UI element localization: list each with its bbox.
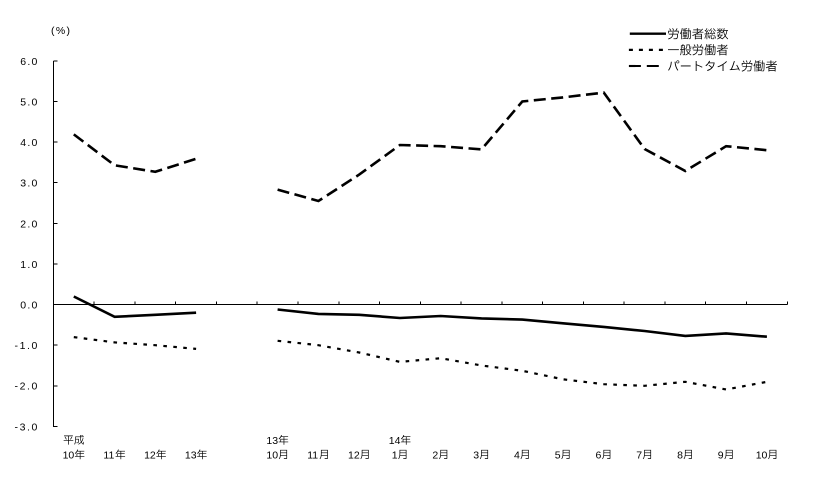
svg-text:7: 7 xyxy=(636,449,642,461)
svg-text:4.0: 4.0 xyxy=(20,137,37,149)
svg-text:10: 10 xyxy=(756,449,768,461)
svg-text:1.0: 1.0 xyxy=(20,259,37,271)
svg-text:9: 9 xyxy=(718,449,724,461)
svg-text:12: 12 xyxy=(144,449,156,461)
svg-text:10: 10 xyxy=(266,449,278,461)
svg-text:(%): (%) xyxy=(51,25,70,37)
svg-text:10: 10 xyxy=(63,449,75,461)
svg-text:6: 6 xyxy=(596,449,602,461)
svg-text:14: 14 xyxy=(389,435,401,447)
svg-text:5.0: 5.0 xyxy=(20,96,37,108)
svg-text:8: 8 xyxy=(677,449,683,461)
svg-text:2: 2 xyxy=(432,449,438,461)
svg-text:11: 11 xyxy=(103,449,114,461)
svg-text:11: 11 xyxy=(307,449,318,461)
svg-text:5: 5 xyxy=(555,449,561,461)
svg-text:3: 3 xyxy=(473,449,479,461)
svg-text:13: 13 xyxy=(266,435,278,447)
svg-text:0.0: 0.0 xyxy=(20,300,37,312)
svg-text:1: 1 xyxy=(392,449,398,461)
svg-text:3.0: 3.0 xyxy=(20,178,37,190)
svg-text:6.0: 6.0 xyxy=(20,56,37,68)
svg-text:13: 13 xyxy=(185,449,197,461)
svg-text:4: 4 xyxy=(514,449,520,461)
svg-text:2.0: 2.0 xyxy=(20,218,37,230)
svg-text:12: 12 xyxy=(348,449,360,461)
